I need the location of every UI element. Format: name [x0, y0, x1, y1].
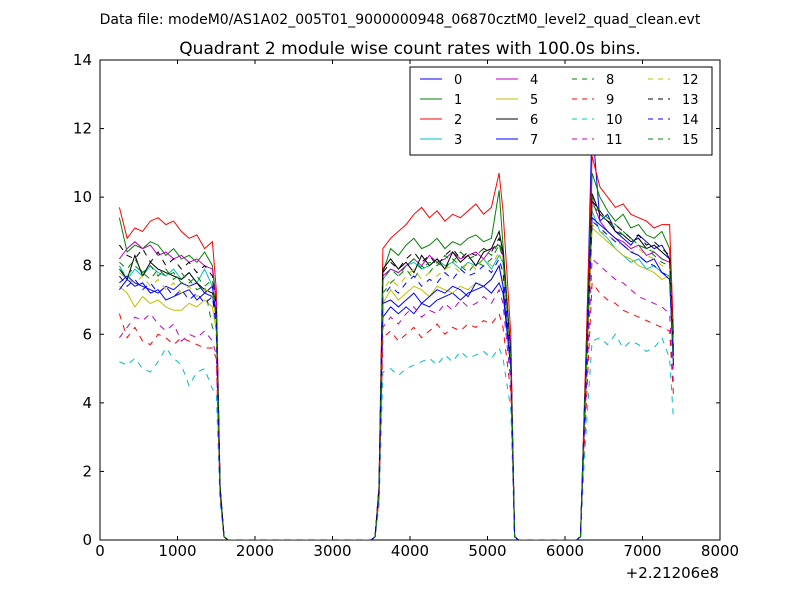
x-tick-label: 8000: [701, 542, 739, 560]
legend-label-8: 8: [606, 73, 614, 88]
y-tick-label: 6: [82, 325, 92, 343]
legend-label-12: 12: [682, 73, 699, 88]
x-tick-label: 2000: [236, 542, 274, 560]
legend-label-3: 3: [454, 133, 462, 148]
series-line-5: [119, 226, 674, 540]
legend-label-4: 4: [530, 73, 538, 88]
series-line-2: [118, 155, 674, 540]
x-tick-label: 4000: [391, 542, 429, 560]
legend-label-5: 5: [530, 93, 538, 108]
legend-label-11: 11: [606, 133, 623, 148]
x-tick-label: 5000: [468, 542, 506, 560]
y-tick-label: 4: [82, 394, 92, 412]
y-tick-label: 10: [73, 188, 92, 206]
x-offset-label: +2.21206e8: [626, 564, 719, 582]
y-tick-label: 2: [82, 462, 92, 480]
x-tick-label: 1000: [158, 542, 196, 560]
x-tick-label: 7000: [623, 542, 661, 560]
series-line-15: [119, 202, 674, 540]
series-line-11: [118, 257, 674, 540]
series-line-0: [119, 121, 674, 540]
legend-label-7: 7: [530, 133, 538, 148]
series-line-12: [119, 223, 674, 540]
series-line-13: [118, 199, 674, 540]
x-tick-label: 6000: [546, 542, 584, 560]
series-line-14: [118, 220, 674, 540]
y-tick-label: 14: [73, 51, 92, 69]
legend-label-0: 0: [454, 73, 462, 88]
legend-label-14: 14: [682, 113, 699, 128]
chart-title: Quadrant 2 module wise count rates with …: [179, 39, 640, 59]
series-line-9: [118, 281, 674, 540]
datafile-caption: Data file: modeM0/AS1A02_005T01_90000009…: [100, 12, 701, 28]
series-line-7: [118, 216, 674, 540]
x-tick-label: 0: [95, 542, 105, 560]
series-line-1: [118, 172, 674, 540]
y-tick-label: 12: [73, 120, 92, 138]
series-line-10: [119, 333, 674, 540]
y-tick-label: 8: [82, 257, 92, 275]
legend-label-13: 13: [682, 93, 699, 108]
legend-label-6: 6: [530, 113, 538, 128]
plot-area: 0 1000 2000 3000 4000 5000 6000 7000 80000246810…: [73, 51, 739, 560]
series-line-6: [118, 193, 674, 540]
legend-label-15: 15: [682, 133, 699, 148]
y-tick-label: 0: [82, 531, 92, 549]
legend-label-10: 10: [606, 113, 623, 128]
x-tick-label: 3000: [313, 542, 351, 560]
legend-label-9: 9: [606, 93, 614, 108]
legend-label-1: 1: [454, 93, 462, 108]
legend-label-2: 2: [454, 113, 462, 128]
legend-box: [409, 66, 713, 156]
